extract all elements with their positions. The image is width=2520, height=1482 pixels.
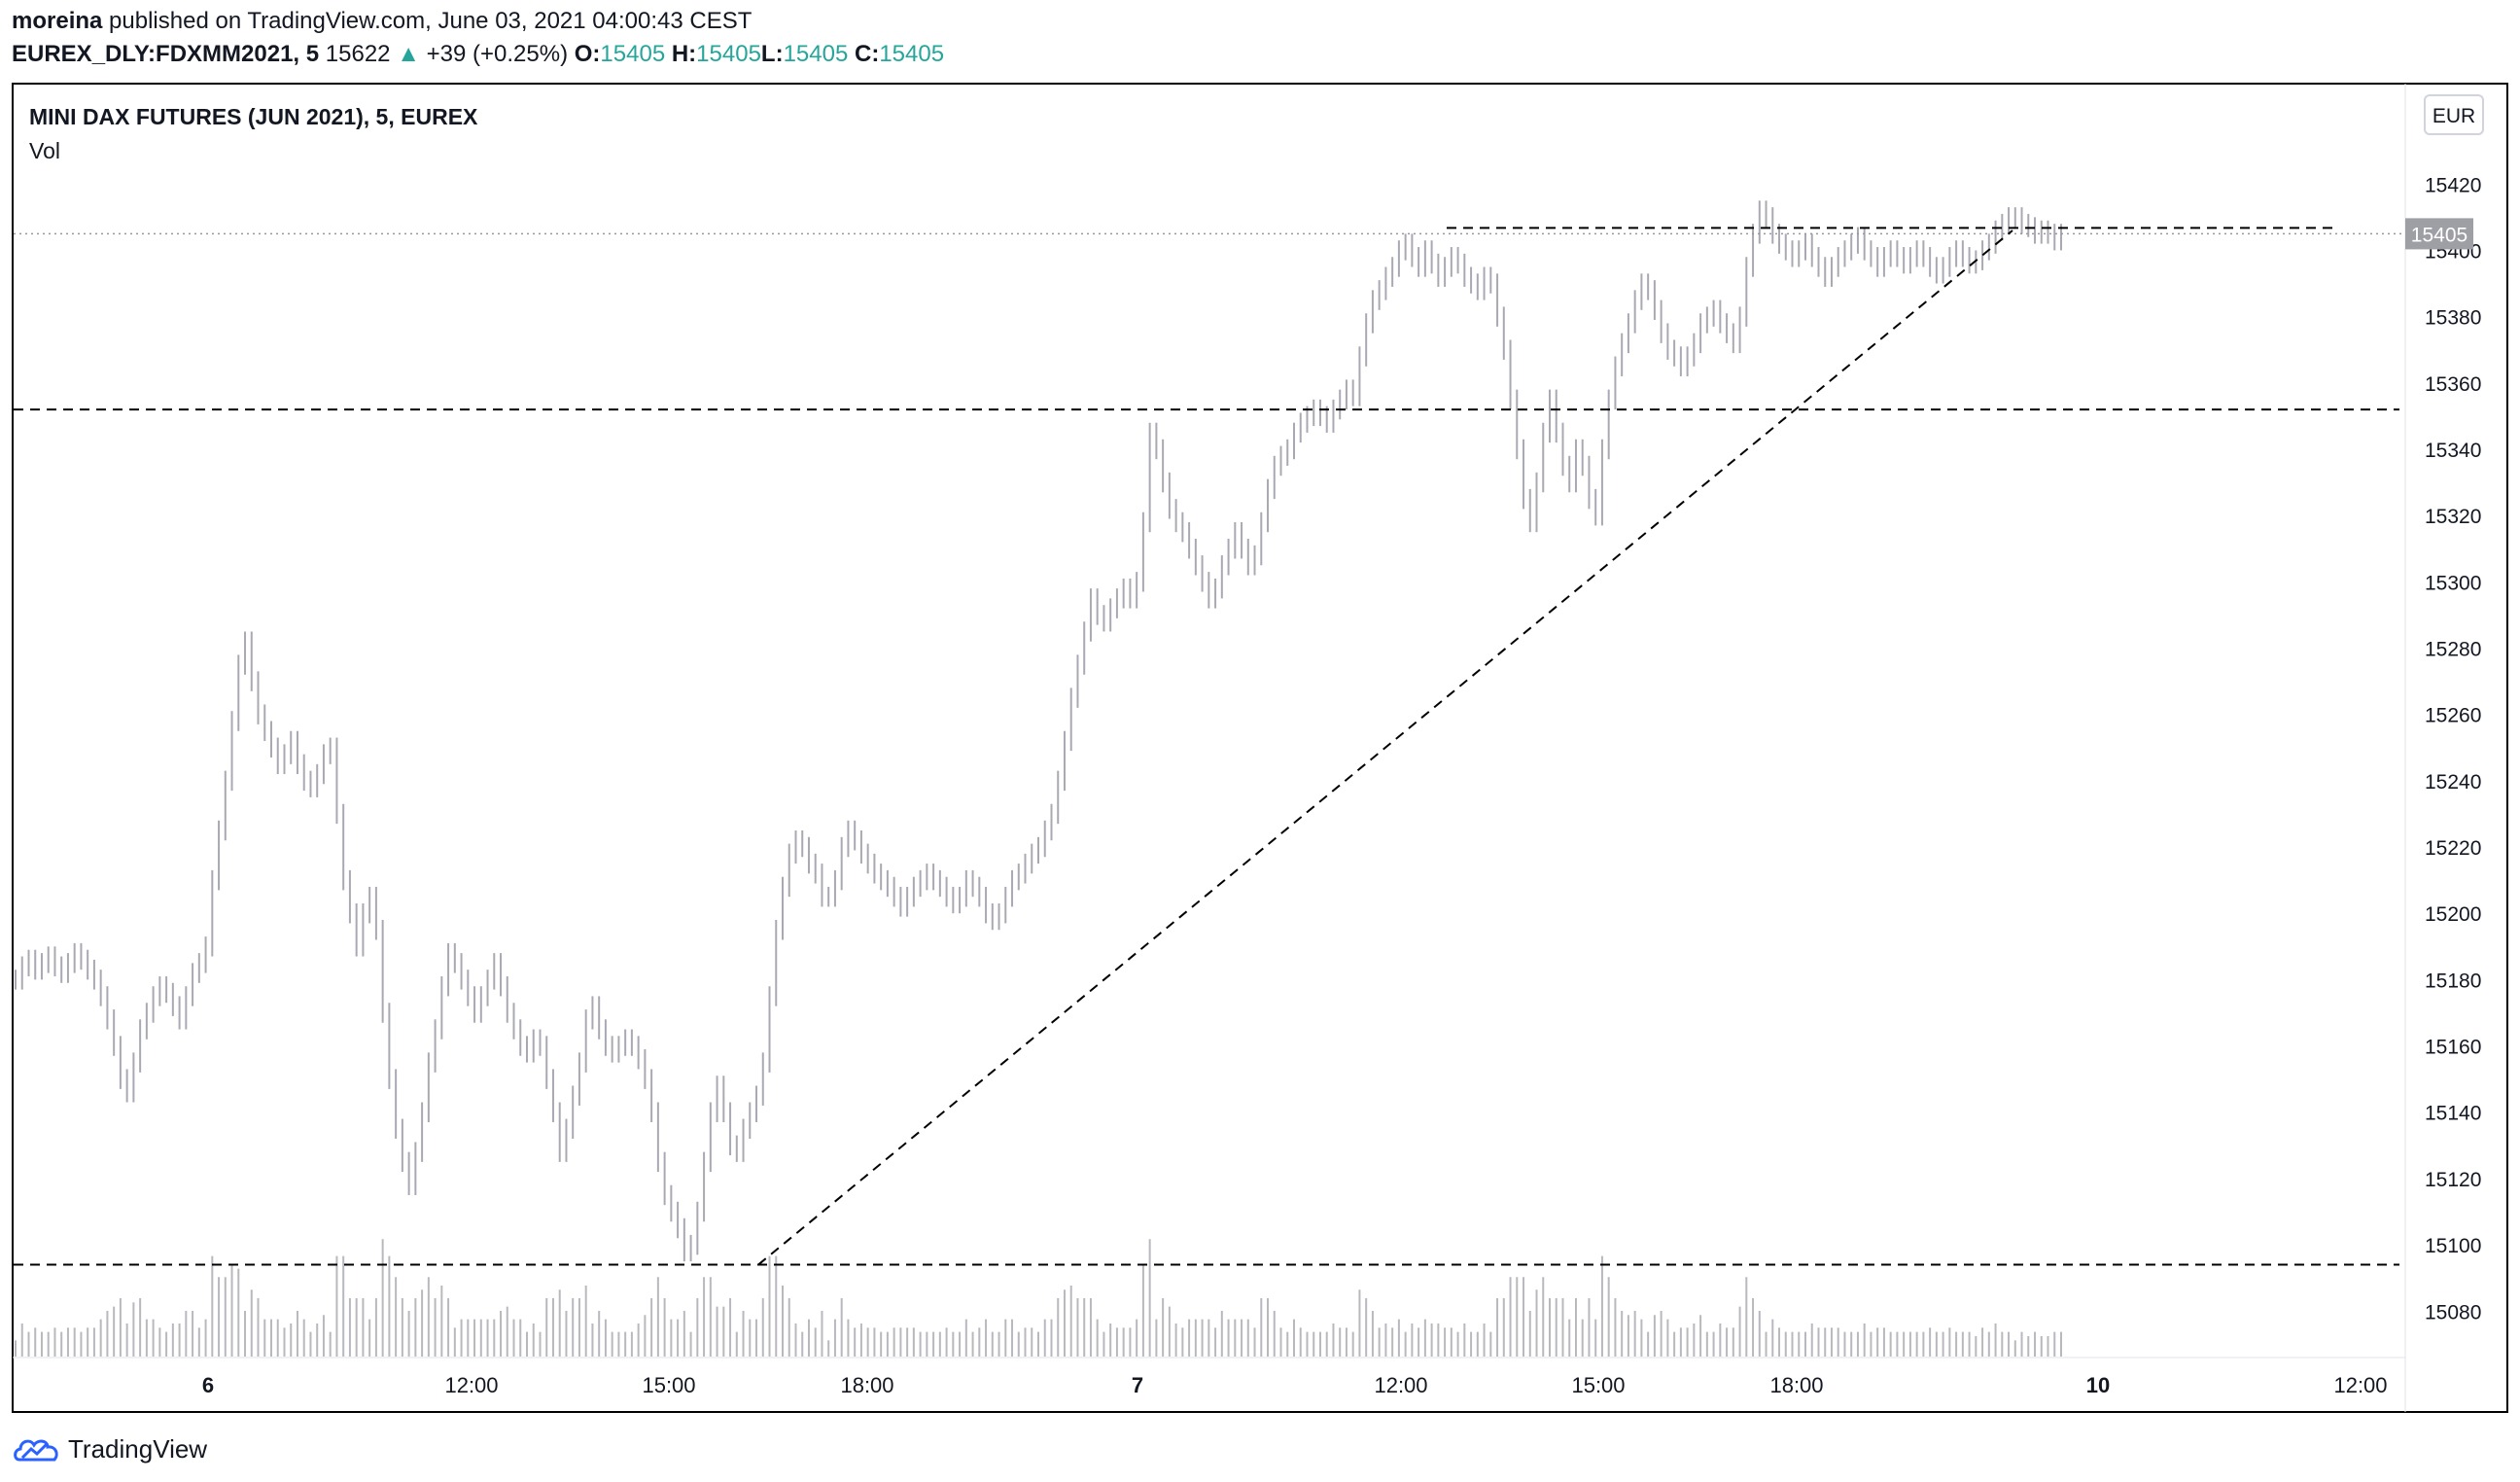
- price-tick-label: 15320: [2425, 506, 2481, 528]
- time-axis: 6 12:00 15:00 18:00 7 12:00 15:00 18:00 10 12:00: [202, 1373, 2388, 1397]
- time-tick-label: 7: [1132, 1373, 1143, 1397]
- time-tick-label: 6: [202, 1373, 214, 1397]
- volume-label: Vol: [29, 138, 60, 163]
- last-price: 15622: [325, 41, 391, 67]
- time-tick-label: 15:00: [1571, 1373, 1625, 1397]
- currency-label: EUR: [2432, 105, 2475, 127]
- time-tick-label: 12:00: [444, 1373, 498, 1397]
- low-value: 15405: [783, 41, 849, 67]
- low-label: L:: [760, 41, 784, 67]
- price-tick-label: 15280: [2425, 639, 2481, 661]
- price-tick-label: 15260: [2425, 705, 2481, 727]
- chart-title: MINI DAX FUTURES (JUN 2021), 5, EUREX: [29, 104, 478, 129]
- price-tick-label: 15420: [2425, 174, 2481, 196]
- last-price-label: 15405: [2405, 218, 2473, 250]
- last-price-text: 15405: [2411, 224, 2468, 246]
- currency-button[interactable]: EUR: [2424, 94, 2484, 135]
- price-tick-label: 15100: [2425, 1235, 2481, 1257]
- high-value: 15405: [696, 41, 761, 67]
- trendline: [757, 229, 2013, 1266]
- symbol-name[interactable]: EUREX_DLY:FDXMM2021, 5: [12, 41, 320, 67]
- price-tick-label: 15120: [2425, 1169, 2481, 1191]
- time-tick-label: 18:00: [1769, 1373, 1823, 1397]
- footer-brand: TradingView: [68, 1433, 208, 1464]
- drawings: [14, 227, 2405, 1266]
- time-tick-label: 12:00: [1374, 1373, 1427, 1397]
- time-tick-label: 12:00: [2333, 1373, 2387, 1397]
- tradingview-footer[interactable]: TradingView: [14, 1431, 207, 1466]
- chart-frame: [12, 83, 2508, 1413]
- close-value: 15405: [879, 41, 945, 67]
- price-tick-label: 15140: [2425, 1103, 2481, 1125]
- price-tick-label: 15160: [2425, 1037, 2481, 1059]
- price-axis: 15080 15100 15120 15140 15160 15180 15200 15220…: [2425, 108, 2481, 1323]
- price-tick-label: 15200: [2425, 903, 2481, 926]
- price-tick-label: 15080: [2425, 1301, 2481, 1323]
- close-label: C:: [855, 41, 880, 67]
- publisher-name[interactable]: moreina: [12, 8, 103, 34]
- symbol-line: EUREX_DLY:FDXMM2021, 5 15622 ▲ +39 (+0.2…: [12, 41, 944, 68]
- change-up-icon: ▲: [397, 41, 420, 67]
- open-label: O:: [574, 41, 601, 67]
- time-tick-label: 10: [2086, 1373, 2110, 1397]
- price-tick-label: 15300: [2425, 572, 2481, 594]
- published-text: published on TradingView.com, June 03, 2…: [109, 8, 752, 34]
- price-tick-label: 15180: [2425, 970, 2481, 992]
- price-tick-label: 15340: [2425, 440, 2481, 462]
- price-bars: [15, 200, 2062, 1262]
- high-label: H:: [671, 41, 697, 67]
- price-change: +39 (+0.25%): [426, 41, 569, 67]
- price-tick-label: 15360: [2425, 373, 2481, 396]
- time-tick-label: 15:00: [642, 1373, 695, 1397]
- price-tick-label: 15240: [2425, 771, 2481, 794]
- publish-line: moreina published on TradingView.com, Ju…: [12, 8, 752, 35]
- open-value: 15405: [600, 41, 666, 67]
- price-tick-label: 15220: [2425, 837, 2481, 860]
- price-tick-label: 15380: [2425, 307, 2481, 330]
- time-tick-label: 18:00: [840, 1373, 893, 1397]
- volume-bars: [15, 1239, 2062, 1357]
- tradingview-cloud-icon: [14, 1439, 58, 1462]
